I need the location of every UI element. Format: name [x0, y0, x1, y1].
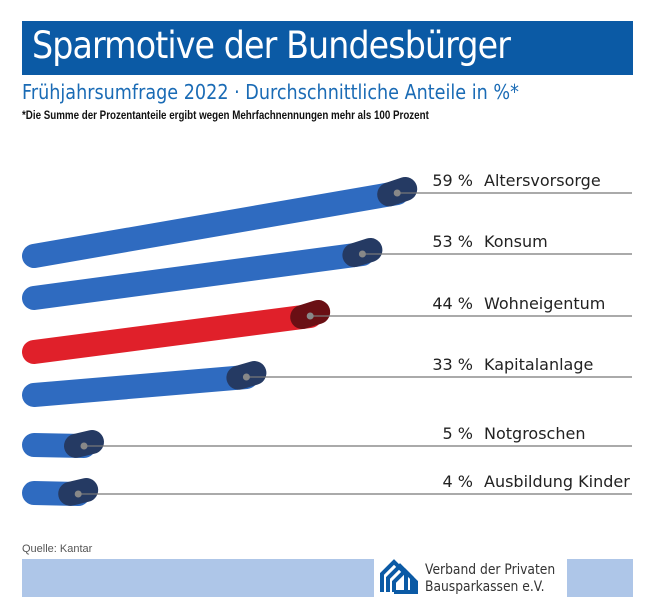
value-label: 5 % — [443, 424, 473, 443]
bar — [22, 242, 375, 310]
value-label: 4 % — [443, 472, 473, 491]
leader-dot — [80, 442, 88, 450]
logo-text: Verband der Privaten Bausparkassen e.V. — [425, 562, 555, 596]
category-label: Altersvorsorge — [484, 171, 601, 190]
category-label: Konsum — [484, 232, 548, 251]
leader-dot — [393, 189, 401, 197]
footer-band-right — [567, 559, 633, 597]
footer-band-left — [22, 559, 374, 597]
value-label: 59 % — [432, 171, 473, 190]
chart-subtitle: Frühjahrsumfrage 2022 · Durchschnittlich… — [22, 80, 519, 104]
category-label: Wohneigentum — [484, 294, 605, 313]
source: Quelle: Kantar — [22, 543, 93, 555]
leader-dot — [306, 312, 314, 320]
value-label: 33 % — [432, 355, 473, 374]
title-bar: Sparmotive der Bundesbürger — [22, 21, 633, 75]
logo-line1: Verband der Privaten — [425, 562, 556, 578]
leader-dot — [242, 373, 250, 381]
logo-line2: Bausparkassen e.V. — [425, 579, 545, 595]
value-label: 44 % — [432, 294, 473, 313]
category-label: Kapitalanlage — [484, 355, 593, 374]
bar-chart: 59 % Altersvorsorge 53 % Konsum 44 % Wohneige… — [22, 171, 632, 506]
chart-title: Sparmotive der Bundesbürger — [32, 24, 511, 67]
leader-dot — [358, 250, 366, 258]
bar — [22, 365, 259, 407]
leader-dot — [74, 490, 82, 498]
bar — [22, 181, 410, 268]
value-label: 53 % — [432, 232, 473, 251]
bar — [22, 304, 323, 364]
category-label: Ausbildung Kinder — [484, 472, 630, 491]
category-label: Notgroschen — [484, 424, 585, 443]
footnote: *Die Summe der Prozentanteile ergibt weg… — [22, 110, 429, 122]
